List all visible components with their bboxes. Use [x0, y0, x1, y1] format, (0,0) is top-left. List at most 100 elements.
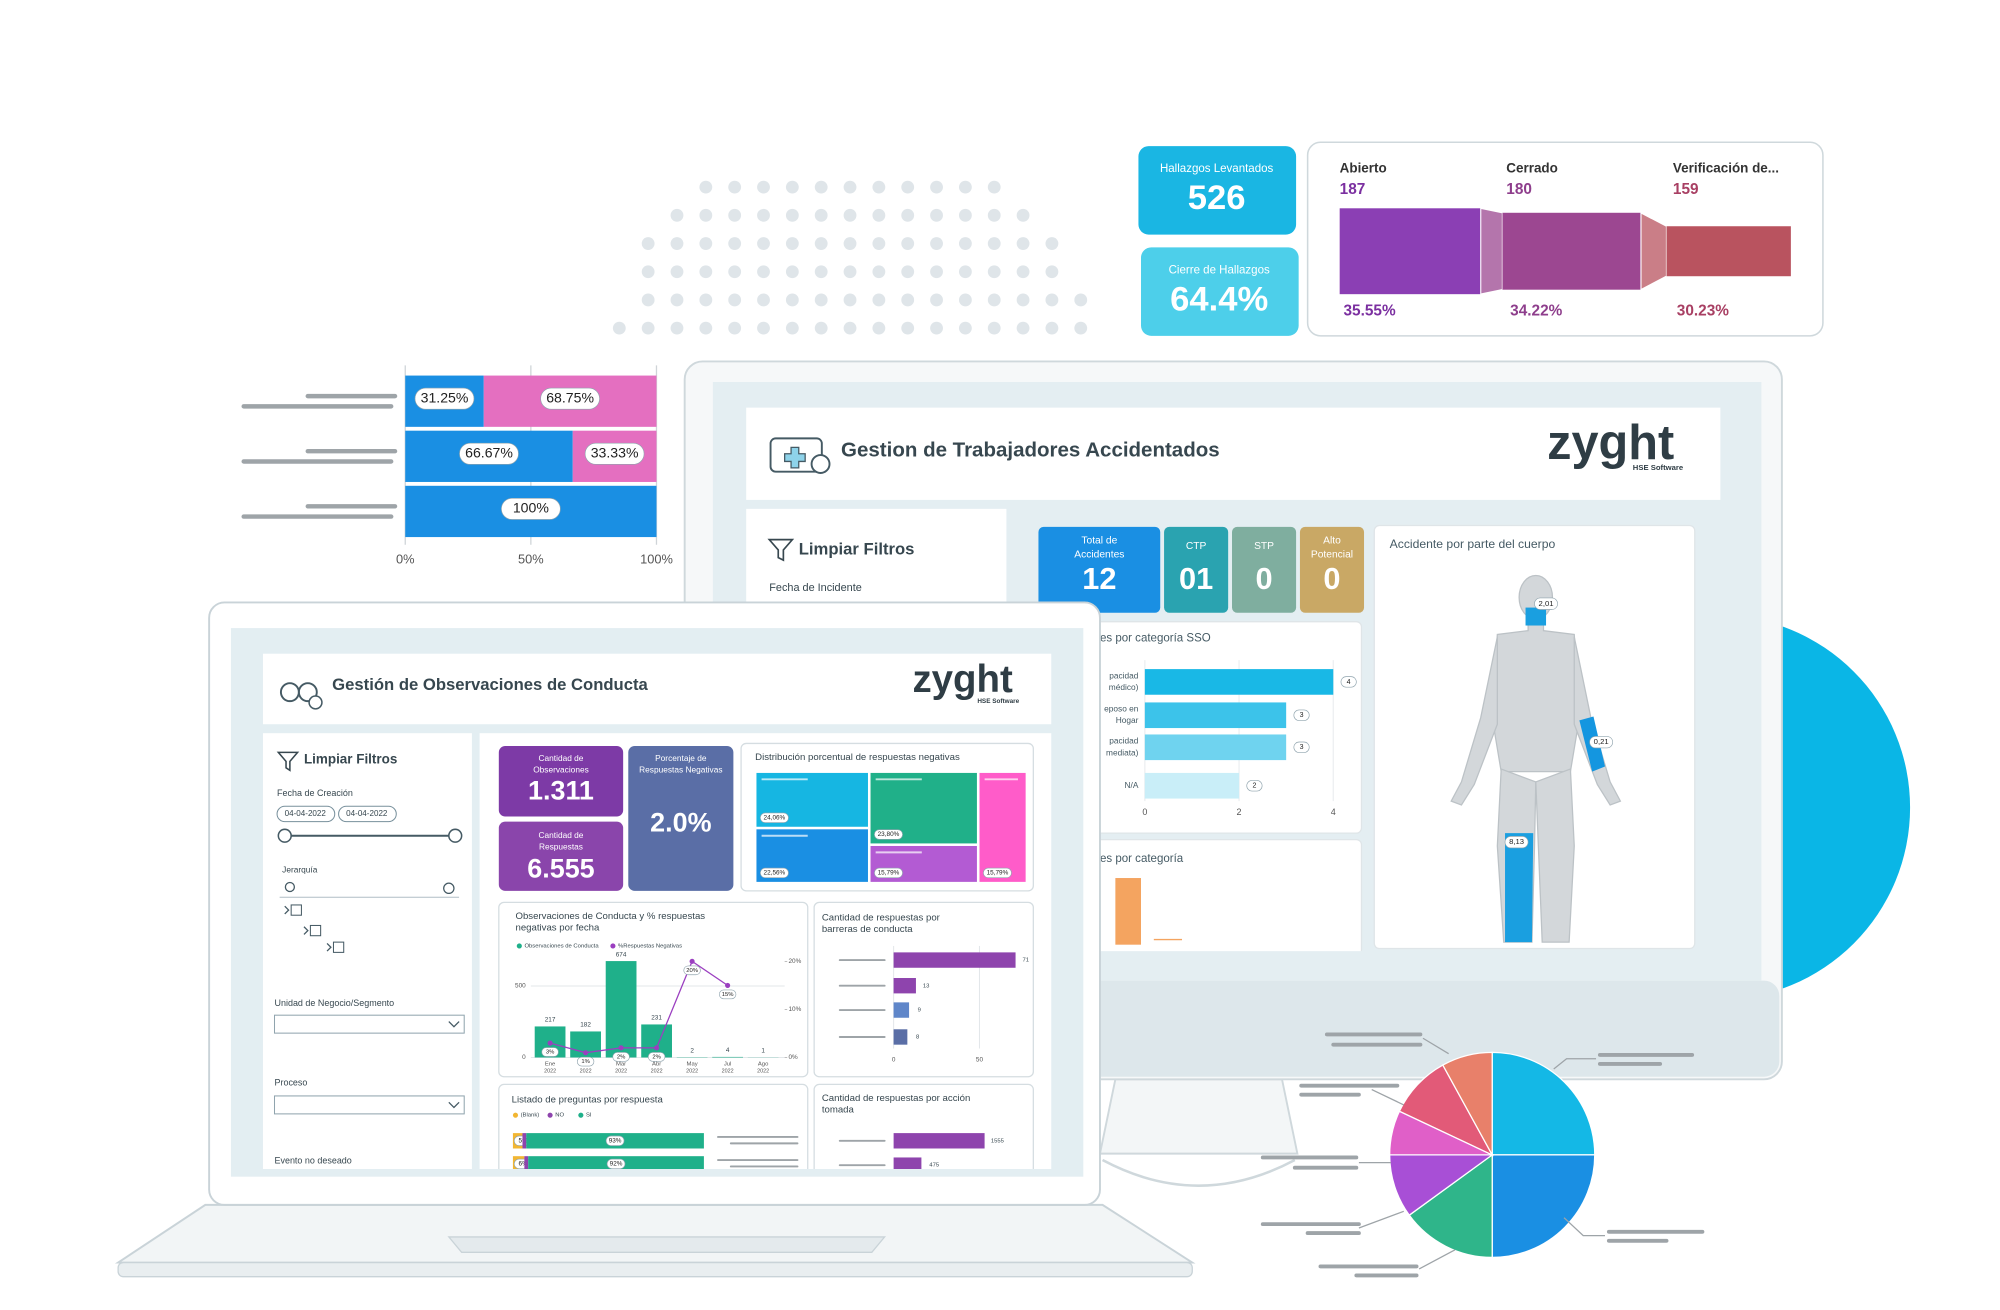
data-label: 475	[929, 1163, 940, 1169]
stage-name: Verificación de...	[1673, 161, 1779, 176]
stage-count: 159	[1673, 181, 1699, 198]
x-tick-label: Mar	[616, 1061, 626, 1067]
kpi-card	[628, 746, 734, 891]
dot	[728, 321, 742, 335]
figure-torso	[1491, 614, 1581, 773]
x-tick-label: May	[687, 1061, 698, 1067]
chart-title: Cantidad de respuestas por	[822, 912, 941, 923]
x-tick-label: 0%	[396, 552, 415, 567]
dot-pattern	[612, 180, 1088, 335]
y2-tick-label: 20%	[789, 958, 802, 965]
questions-chart: Listado de preguntas por respuesta (Blank…	[498, 1083, 809, 1170]
kpi-card	[498, 746, 624, 817]
label-pill	[540, 387, 600, 410]
date-pill	[338, 805, 397, 823]
legend-label: (Blank)	[521, 1113, 540, 1119]
kpi-value: 526	[1188, 179, 1246, 217]
filter-icon	[276, 751, 300, 772]
add-icon[interactable]	[443, 882, 455, 895]
figure-leg	[1535, 768, 1575, 943]
x-tick-label: 50	[976, 1057, 984, 1064]
header-panel	[262, 653, 1052, 725]
dot	[1045, 237, 1059, 250]
dot	[1016, 321, 1030, 335]
kpi-value: 1.311	[528, 775, 594, 805]
dot	[987, 237, 1001, 250]
x-tick-label: 0	[1142, 807, 1147, 817]
dot	[699, 293, 713, 307]
dropdown	[273, 1095, 465, 1115]
dot	[958, 293, 972, 307]
slider-handle[interactable]	[448, 828, 463, 843]
kpi-card	[1299, 526, 1365, 613]
legend-swatch	[610, 943, 616, 949]
bar	[1115, 878, 1141, 945]
data-label: 15,79%	[987, 870, 1009, 877]
monitor: Gestion de Trabajadores Accidentados zygh…	[683, 360, 1783, 1187]
dot	[901, 293, 915, 307]
date-value: 04-04-2022	[285, 809, 327, 818]
dot	[1016, 208, 1030, 222]
dot	[670, 293, 684, 307]
filter-button[interactable]: Limpiar Filtros	[304, 752, 397, 767]
bar-segment	[522, 1133, 527, 1149]
kpi-card	[1232, 526, 1297, 613]
kpi-label: Porcentaje de	[655, 753, 707, 763]
kpi-card	[1038, 526, 1161, 613]
search-icon	[284, 881, 296, 893]
data-label: 93%	[609, 1137, 622, 1144]
legend-label: NO	[555, 1113, 564, 1119]
treemap: Distribución porcentual de respuestas ne…	[740, 742, 1034, 892]
monitor-base	[1101, 1158, 1296, 1187]
dot	[785, 293, 799, 307]
bar	[893, 1157, 922, 1170]
funnel-stage	[1666, 226, 1791, 277]
dot	[872, 208, 886, 222]
funnel-stage	[1502, 212, 1641, 290]
slider-handle[interactable]	[277, 828, 292, 843]
logo: zyght	[1547, 416, 1674, 470]
dot	[785, 180, 799, 194]
dot	[958, 321, 972, 335]
chart-title: Distribución porcentual de respuestas ne…	[755, 752, 960, 763]
label-pill	[1293, 709, 1310, 721]
filter-button[interactable]: Limpiar Filtros	[799, 539, 915, 558]
dot	[872, 265, 886, 279]
data-label: 71	[1023, 958, 1030, 964]
data-label: 8,13	[1509, 837, 1524, 846]
chart-title: es por categoría	[1100, 853, 1184, 865]
x-tick-label: Jul	[724, 1061, 732, 1067]
data-label: 66.67%	[465, 444, 513, 460]
tree-chevron	[284, 905, 290, 915]
legend-swatch	[547, 1112, 553, 1118]
dot	[1045, 265, 1059, 279]
funnel-stage	[1339, 208, 1481, 295]
x-tick-label: Ene	[545, 1061, 555, 1067]
label-pill	[1534, 597, 1558, 610]
legend-label: Observaciones de Conducta	[524, 944, 599, 950]
stage-count: 180	[1506, 181, 1532, 198]
laptop: Gestión de Observaciones de Conducta zygh…	[114, 601, 1196, 1278]
y2-tick-label: 0%	[789, 1054, 799, 1061]
chart-title: tomada	[822, 1105, 855, 1116]
filter-label: Unidad de Negocio/Segmento	[275, 998, 395, 1008]
dot	[728, 208, 742, 222]
dot	[814, 237, 828, 250]
dot	[757, 237, 770, 250]
data-label: 2	[690, 1047, 694, 1054]
data-label: 31.25%	[421, 389, 469, 405]
y-tick-label: médico)	[1109, 682, 1139, 692]
dot	[958, 208, 972, 222]
data-label: 15,79%	[878, 870, 900, 877]
x-tick-label: 2022	[722, 1068, 734, 1074]
dot	[958, 180, 972, 194]
data-label: 100%	[513, 500, 549, 516]
dot	[670, 237, 684, 250]
dot	[987, 321, 1001, 335]
stage-count: 187	[1340, 181, 1366, 198]
data-label: 3	[1300, 744, 1304, 751]
data-label: 1	[761, 1048, 765, 1055]
dot	[872, 321, 886, 335]
line-point	[583, 1050, 589, 1056]
